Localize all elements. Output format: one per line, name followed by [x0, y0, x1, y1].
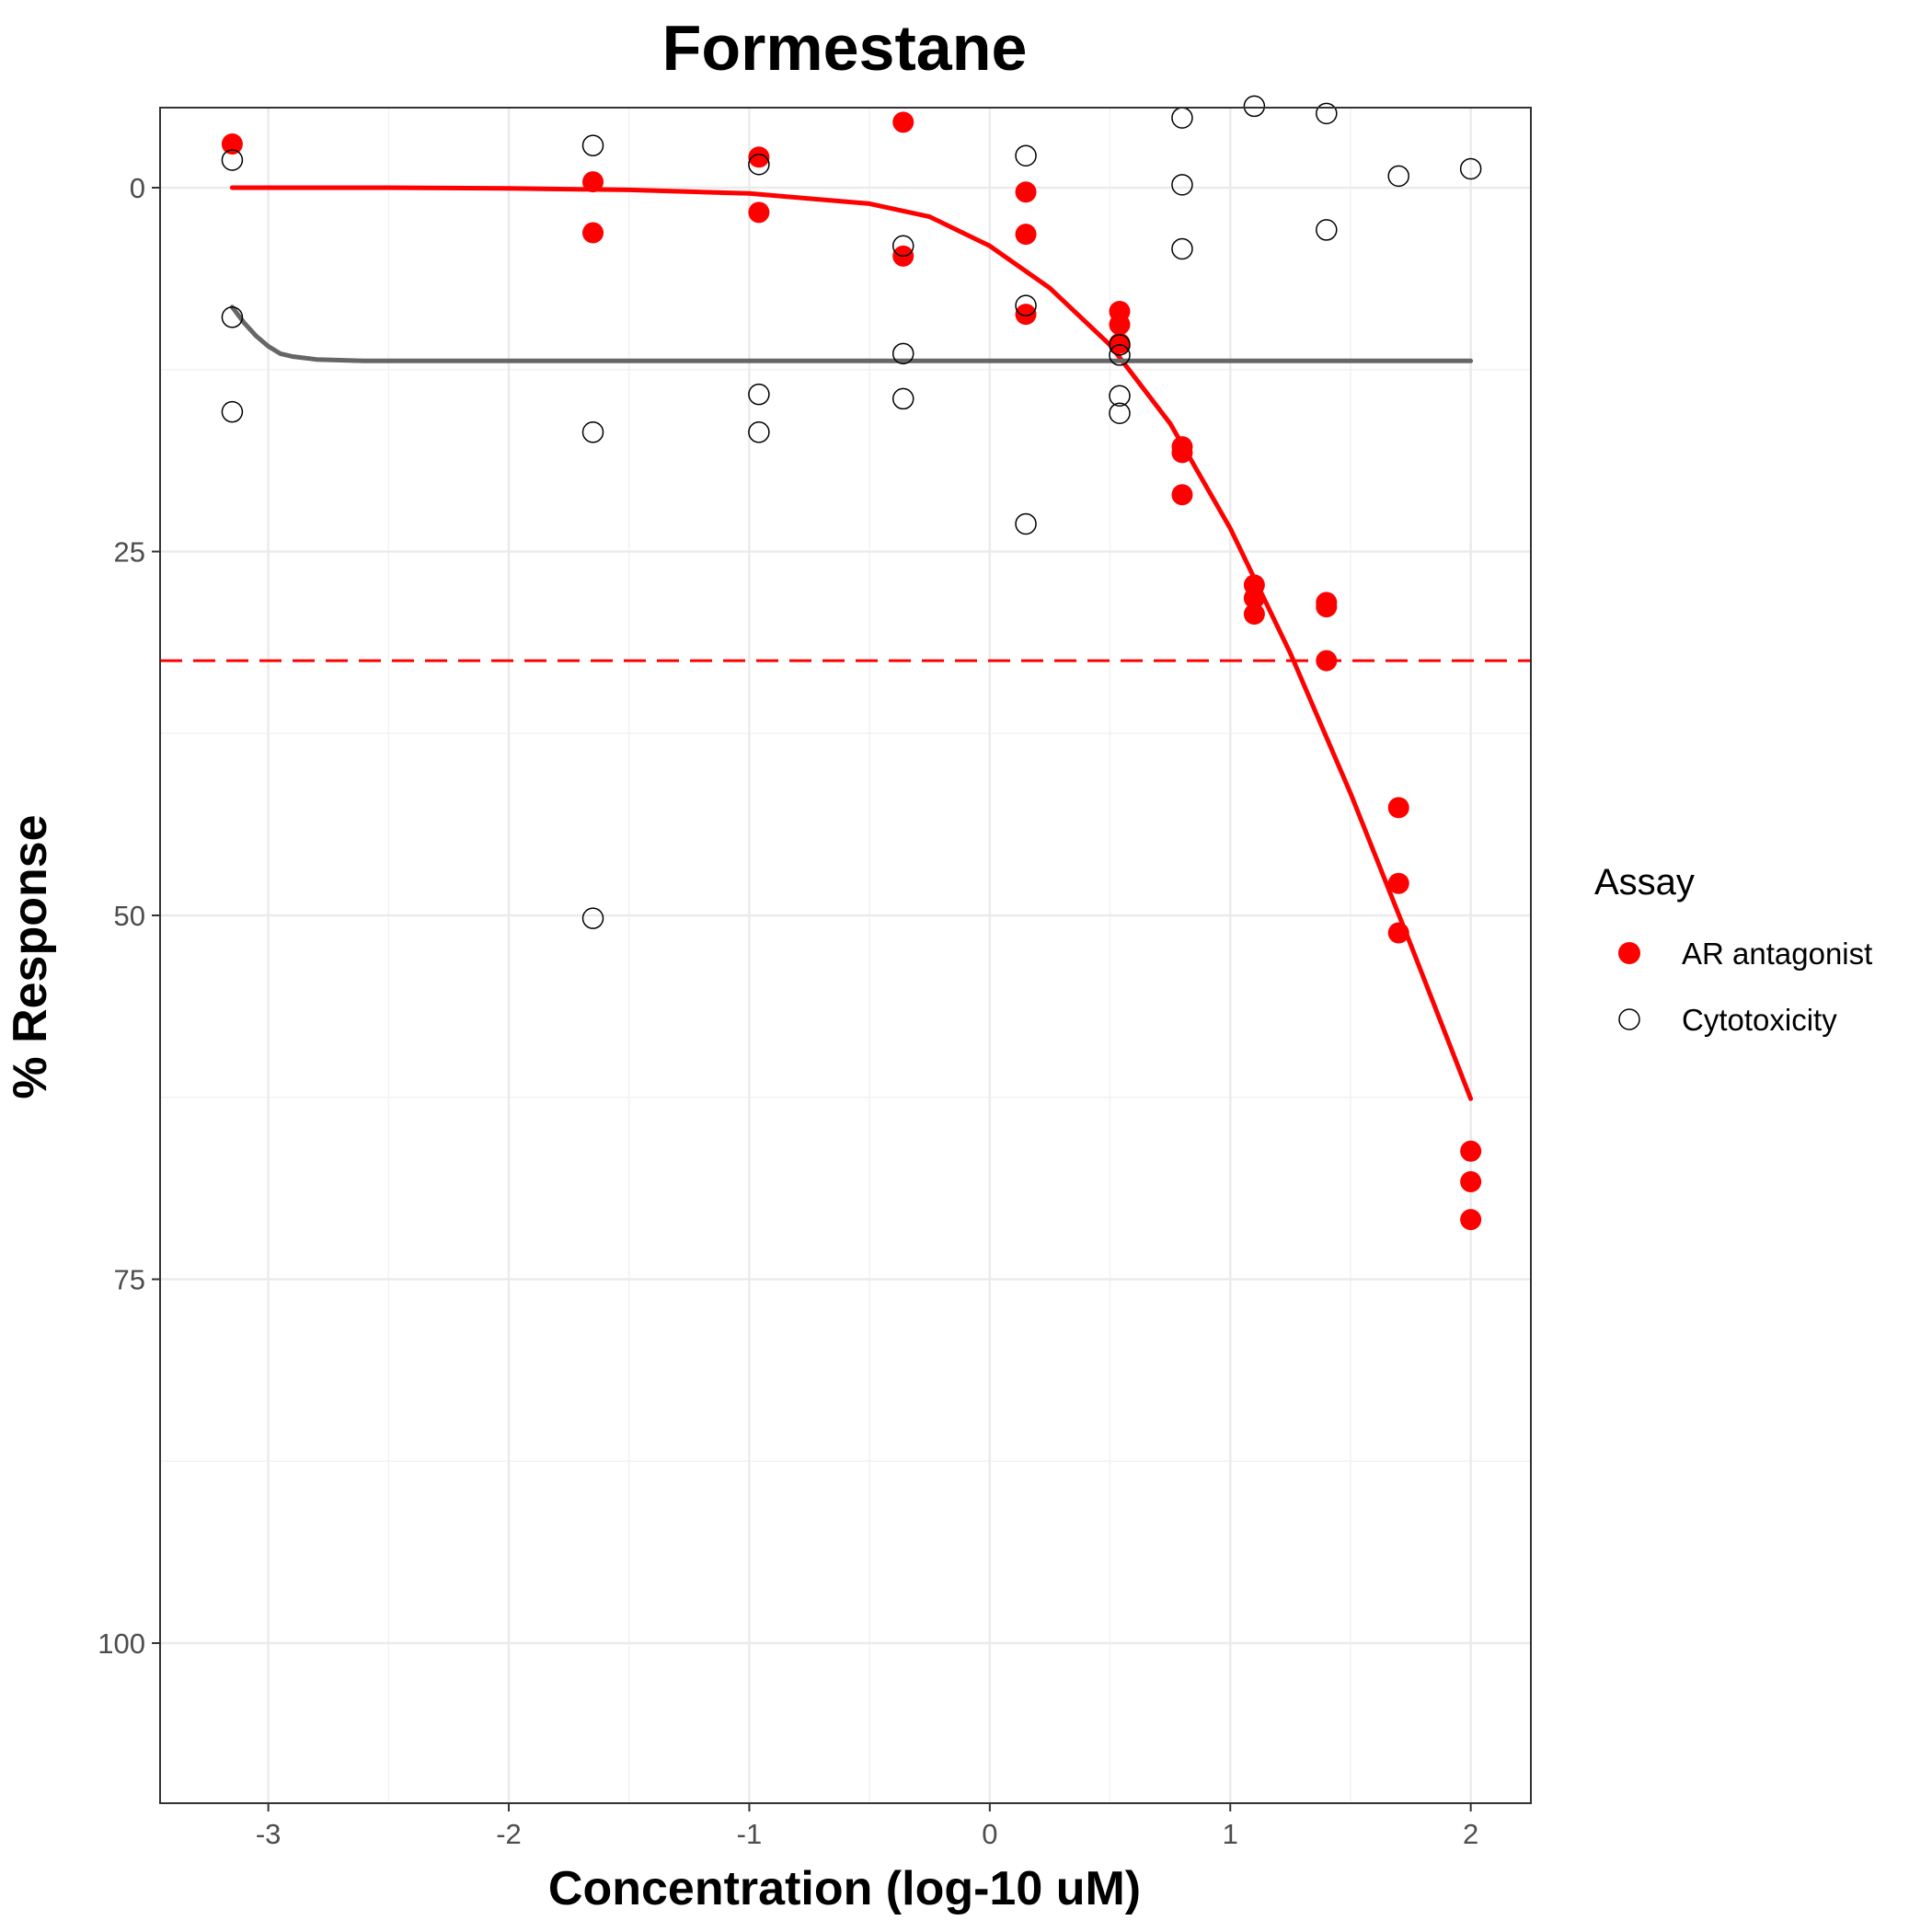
point-cytotoxicity [748, 153, 770, 176]
x-tick-label: -1 [737, 1818, 763, 1850]
point-ar-antagonist [1015, 224, 1037, 246]
point-ar-antagonist [1460, 1140, 1482, 1162]
point-cytotoxicity [221, 149, 244, 171]
x-axis-ticks: -3 -2 -1 0 1 2 [256, 1803, 1478, 1850]
point-ar-antagonist [892, 111, 914, 133]
x-tick-label: 2 [1463, 1818, 1478, 1850]
point-ar-antagonist [1243, 587, 1265, 609]
point-ar-antagonist [1387, 797, 1409, 819]
point-cytotoxicity [581, 421, 604, 443]
x-tick-label: -3 [256, 1818, 282, 1850]
point-ar-antagonist [221, 133, 243, 155]
x-tick-label: 1 [1223, 1818, 1238, 1850]
point-cytotoxicity [891, 235, 914, 258]
legend-marker-ar-antagonist [1618, 942, 1640, 964]
point-ar-antagonist [1243, 604, 1265, 626]
point-cytotoxicity [1015, 294, 1037, 316]
point-cytotoxicity [1387, 165, 1409, 188]
fit-curves [229, 185, 1474, 1101]
point-ar-antagonist [1015, 304, 1037, 326]
point-cytotoxicity [1171, 237, 1193, 260]
point-ar-antagonist [1316, 596, 1338, 618]
point-cytotoxicity [1015, 144, 1037, 167]
legend-title: Assay [1594, 862, 1695, 903]
point-ar-antagonist [1171, 442, 1193, 464]
point-ar-antagonist [1171, 484, 1193, 506]
x-axis-title: Concentration (log-10 uM) [548, 1862, 1141, 1915]
point-ar-antagonist [1015, 181, 1037, 203]
point-cytotoxicity [581, 907, 604, 929]
point-ar-antagonist [1387, 922, 1409, 944]
point-cytotoxicity [581, 134, 604, 156]
point-cytotoxicity [1015, 512, 1037, 535]
point-ar-antagonist [582, 222, 604, 244]
point-cytotoxicity [1109, 402, 1131, 424]
chart-title: Formestane [662, 12, 1028, 84]
point-cytotoxicity [1316, 219, 1338, 241]
fit-curve-ar-antagonist [229, 185, 1474, 1101]
point-ar-antagonist [1109, 332, 1131, 354]
point-ar-antagonist [1387, 872, 1409, 894]
point-cytotoxicity [1243, 95, 1266, 118]
point-cytotoxicity [891, 387, 914, 410]
point-ar-antagonist [748, 146, 770, 168]
y-tick-label: 0 [130, 172, 145, 204]
y-tick-label: 50 [114, 900, 145, 932]
point-ar-antagonist [582, 171, 604, 193]
y-tick-label: 25 [114, 536, 145, 569]
point-cytotoxicity [221, 306, 244, 328]
y-axis-ticks: 0 25 50 75 100 [98, 172, 160, 1660]
point-ar-antagonist [1109, 314, 1131, 336]
point-ar-antagonist [748, 201, 770, 224]
legend: Assay AR antagonist Cytotoxicity [1594, 862, 1872, 1037]
point-cytotoxicity [891, 342, 914, 365]
point-cytotoxicity [1316, 102, 1338, 125]
point-cytotoxicity [221, 400, 244, 423]
data-points [221, 95, 1482, 1231]
minor-gridlines [160, 108, 1531, 1803]
legend-label-ar-antagonist: AR antagonist [1682, 937, 1872, 971]
x-tick-label: -2 [496, 1818, 522, 1850]
fit-curve-cytotoxicity [229, 305, 1474, 363]
point-ar-antagonist [1460, 1170, 1482, 1192]
point-cytotoxicity [1109, 334, 1131, 356]
plot-panel-border [159, 107, 1532, 1804]
point-ar-antagonist [1316, 650, 1338, 672]
point-cytotoxicity [1171, 174, 1193, 196]
point-cytotoxicity [748, 421, 770, 443]
x-tick-label: 0 [982, 1818, 997, 1850]
point-ar-antagonist [1460, 1209, 1482, 1231]
y-tick-label: 100 [98, 1627, 145, 1660]
legend-marker-cytotoxicity [1618, 1008, 1640, 1030]
point-cytotoxicity [1109, 344, 1131, 366]
point-cytotoxicity [748, 383, 770, 406]
y-axis-title: % Response [4, 814, 57, 1098]
point-cytotoxicity [1109, 385, 1131, 407]
point-cytotoxicity [1459, 157, 1482, 180]
legend-label-cytotoxicity: Cytotoxicity [1682, 1003, 1837, 1037]
y-tick-label: 75 [114, 1263, 145, 1295]
